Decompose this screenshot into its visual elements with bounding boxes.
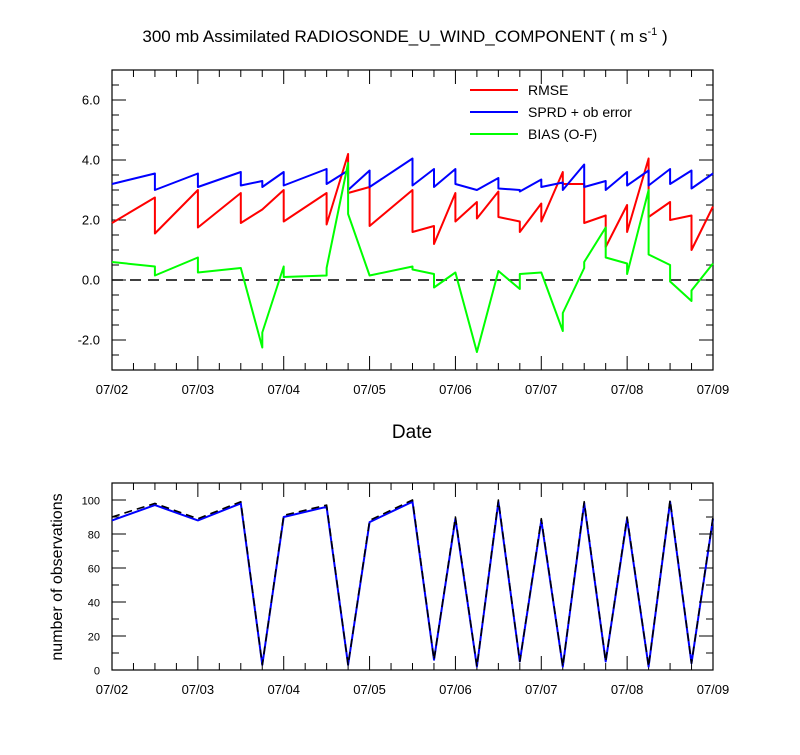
x-tick-label: 07/04 (267, 382, 300, 397)
top-plot: 07/02 07/03 07/04 07/05 07/06 07/07 07/08 07/09… (78, 69, 730, 397)
x-tick-label: 07/02 (96, 682, 129, 697)
bottom-plot: 07/02 07/03 07/04 07/05 07/06 07/07 07/08 07/09… (82, 482, 730, 697)
y-tick-label: 2.0 (82, 213, 100, 228)
y-tick-label: 0.0 (82, 273, 100, 288)
x-tick-label: 07/07 (525, 382, 558, 397)
series-line-bias-o-f (111, 162, 714, 353)
y-tick-label: 4.0 (82, 153, 100, 168)
y-tick-label: 0 (94, 666, 100, 678)
series-line-rmse (111, 153, 714, 251)
legend-label: BIAS (O-F) (528, 126, 597, 142)
y-axis-label: number of observations (49, 493, 66, 660)
y-tick-label: 100 (82, 496, 100, 508)
chart-title: 300 mb Assimilated RADIOSONDE_U_WIND_COM… (142, 26, 667, 46)
x-tick-label: 07/03 (182, 382, 215, 397)
x-tick-label: 07/08 (611, 682, 644, 697)
series-line-observations-possible (111, 499, 714, 668)
x-tick-label: 07/09 (697, 682, 730, 697)
y-tick-label: 40 (88, 598, 100, 610)
y-tick-label: 60 (88, 564, 100, 576)
x-tick-label: 07/07 (525, 682, 558, 697)
x-tick-label: 07/06 (439, 682, 472, 697)
plot-frame (111, 482, 714, 671)
x-tick-label: 07/06 (439, 382, 472, 397)
legend-label: RMSE (528, 82, 568, 98)
y-tick-label: 80 (88, 530, 100, 542)
series-line-observations-assimilated (111, 500, 714, 668)
x-tick-label: 07/05 (353, 682, 386, 697)
x-tick-label: 07/03 (182, 682, 215, 697)
y-tick-label: -2.0 (78, 333, 100, 348)
x-tick-label: 07/05 (353, 382, 386, 397)
x-tick-label: 07/04 (267, 682, 300, 697)
x-tick-label: 07/08 (611, 382, 644, 397)
x-axis-label: Date (392, 422, 432, 443)
series-line-sprd-ob-error (111, 157, 714, 193)
x-tick-label: 07/09 (697, 382, 730, 397)
y-tick-label: 20 (88, 632, 100, 644)
legend-label: SPRD + ob error (528, 104, 632, 120)
y-tick-label: 6.0 (82, 93, 100, 108)
x-tick-label: 07/02 (96, 382, 129, 397)
